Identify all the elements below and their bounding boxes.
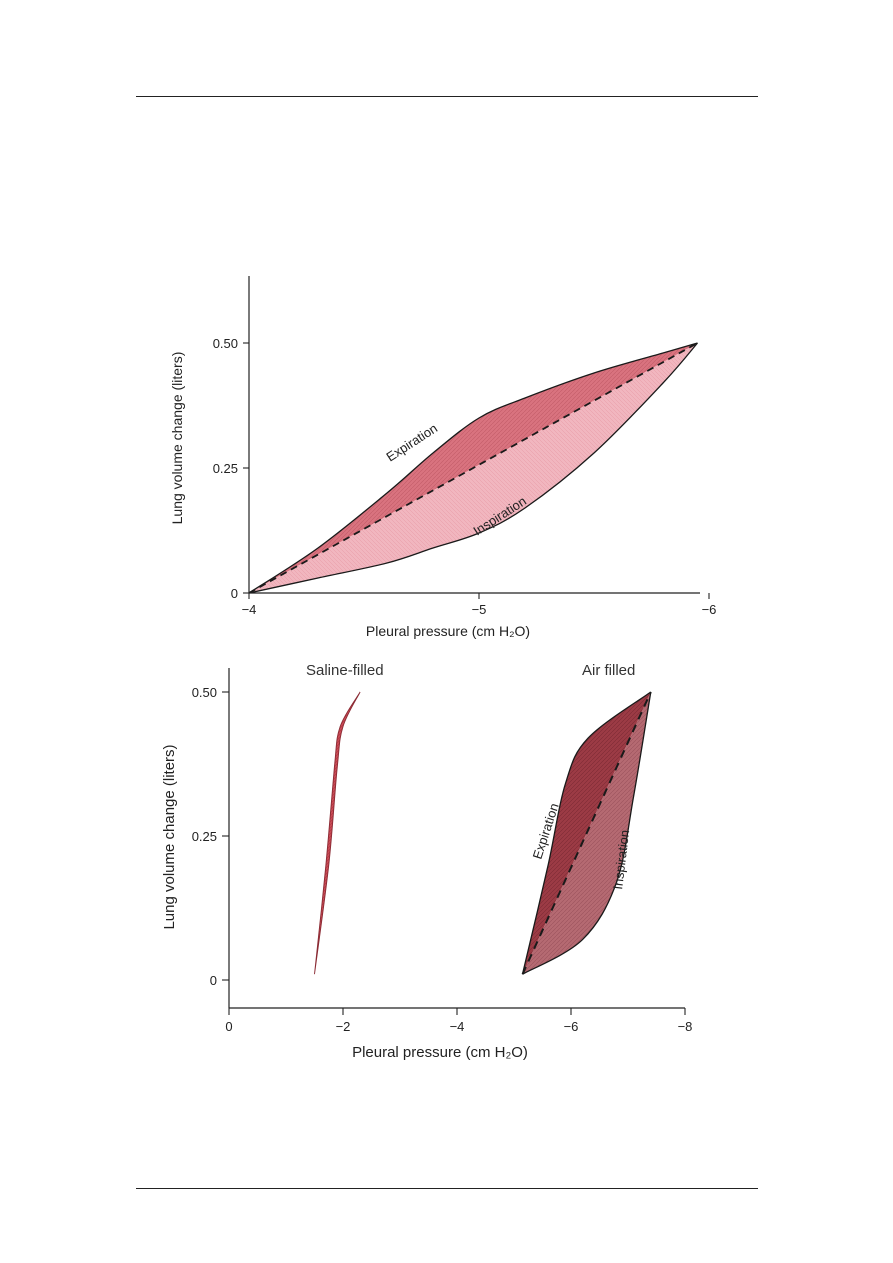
y-ticks: 0 0.25 0.50 [192,685,229,988]
air-inspiration-curve [522,691,652,975]
x-tick-label: −4 [242,602,257,617]
saline-panel-label: Saline-filled [306,662,384,679]
x-tick-label: −5 [472,602,487,617]
x-tick-label: −8 [678,1019,693,1034]
air-compliance-line [521,691,652,975]
compliance-line [248,342,698,594]
x-ticks: −4 −5 −6 [242,593,717,617]
air-panel-label: Air filled [582,662,635,679]
inspiration-curve [248,342,698,594]
air-expiration-curve [521,691,652,975]
y-axis-title: Lung volume change (liters) [161,744,178,929]
expiration-curve [248,342,698,594]
x-ticks: 0 −2 −4 −6 −8 [225,1008,692,1034]
y-tick-label: 0.50 [213,336,238,351]
x-tick-label: −6 [564,1019,579,1034]
air-inspiration-label: Inspiration [610,829,632,890]
y-tick-label: 0 [210,973,217,988]
y-axis-title: Lung volume change (liters) [169,352,185,525]
x-tick-label: 0 [225,1019,232,1034]
x-axis-title: Pleural pressure (cm H₂O) [366,623,530,639]
x-tick-label: −4 [450,1019,465,1034]
x-tick-label: −6 [702,602,717,617]
y-tick-label: 0.50 [192,685,217,700]
header-rule [136,96,758,97]
y-tick-label: 0 [231,586,238,601]
top-chart: 00.250.50 −4 −5 −6 Expiration Inspiration … [169,276,716,639]
y-tick-label: 0.25 [213,461,238,476]
air-inspiration-band [522,692,651,975]
x-tick-label: −2 [336,1019,351,1034]
saline-loop [314,691,361,975]
x-axis-title: Pleural pressure (cm H₂O) [352,1044,528,1061]
y-tick-label: 0.25 [192,829,217,844]
bottom-chart: 0 0.25 0.50 0 −2 −4 −6 −8 Saline-filled Air fi… [161,662,692,1061]
y-ticks: 0 0.25 0.50 [213,336,249,601]
footer-rule [136,1188,758,1189]
